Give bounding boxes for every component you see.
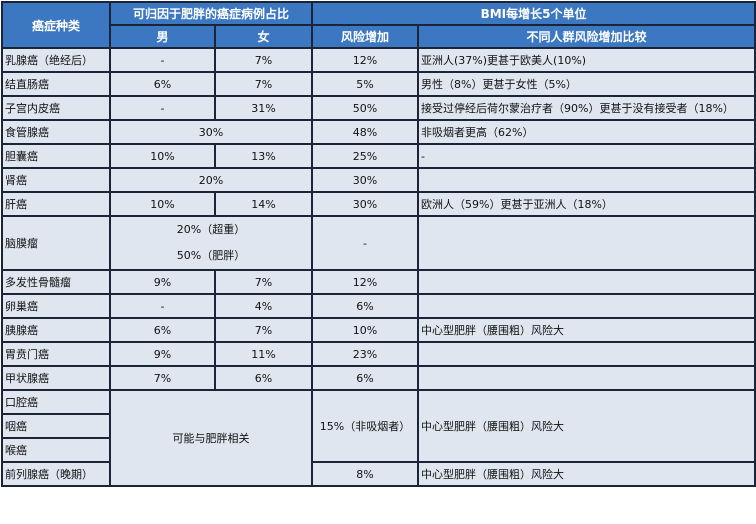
group-comparison: 男性（8%）更甚于女性（5%）	[417, 71, 756, 97]
header-female: 女	[213, 24, 314, 49]
female-share: 7%	[213, 71, 314, 97]
table-row: 肾癌 20% 30%	[1, 167, 756, 193]
share-line: 50%（肥胖）	[176, 249, 246, 262]
table-row: 多发性骨髓瘤 9% 7% 12%	[1, 269, 756, 295]
male-share: 10%	[109, 143, 216, 169]
risk-increase: 30%	[311, 191, 420, 217]
table-row: 卵巢癌 -4% 6%	[1, 293, 756, 319]
cancer-name: 子宫内皮癌	[1, 95, 111, 121]
risk-increase: 48%	[311, 119, 420, 145]
table-row: 胆囊癌 10% 13% 25% -	[1, 143, 756, 169]
cancer-name: 脑膜瘤	[1, 215, 111, 271]
header-risk: 风险增加	[311, 24, 420, 49]
female-share: 13%	[213, 143, 314, 169]
female-share: 31%	[213, 95, 314, 121]
female-share: 7%	[213, 47, 314, 73]
group-comparison: 欧洲人（59%）更甚于亚洲人（18%）	[417, 191, 756, 217]
cancer-name: 多发性骨髓瘤	[1, 269, 111, 295]
table-row: 咽癌	[1, 413, 755, 439]
risk-increase: 6%	[311, 365, 420, 391]
cancer-name: 结直肠癌	[1, 71, 111, 97]
male-share: 9%	[109, 269, 216, 295]
risk-increase: 30%	[311, 167, 420, 193]
risk-increase: 50%	[311, 95, 420, 121]
cancer-name: 乳腺癌（绝经后）	[1, 47, 111, 73]
header-comparison: 不同人群风险增加比较	[417, 24, 756, 49]
cancer-name: 胆囊癌	[1, 143, 111, 169]
cancer-name: 喉癌	[1, 437, 111, 463]
cancer-name: 胃贲门癌	[1, 341, 111, 367]
group-comparison: 中心型肥胖（腰围粗）风险大	[417, 389, 756, 463]
table-row: 肝癌 10% 14% 30% 欧洲人（59%）更甚于亚洲人（18%）	[1, 191, 756, 217]
risk-increase: 25%	[311, 143, 420, 169]
obesity-share-both: 30%	[108, 119, 314, 145]
group-comparison	[417, 293, 756, 319]
male-share: 6%	[109, 317, 216, 343]
group-comparison: 中心型肥胖（腰围粗）风险大	[417, 317, 756, 343]
male-share: 9%	[109, 341, 216, 367]
female-share: 7%	[213, 317, 314, 343]
male-share: -	[109, 95, 216, 121]
risk-increase: 5%	[311, 71, 420, 97]
header-bmi: BMI每增长5个单位	[311, 1, 756, 26]
obesity-share-both: 20%	[108, 167, 314, 193]
group-comparison: 非吸烟者更高（62%）	[417, 119, 756, 145]
header-cancer-type: 癌症种类	[1, 1, 111, 49]
male-share: 6%	[109, 71, 216, 97]
table-row: 子宫内皮癌 -31% 50% 接受过停经后荷尔蒙治疗者（90%）更甚于没有接受者（18…	[1, 95, 756, 121]
table-row: 结直肠癌 6% 7% 5% 男性（8%）更甚于女性（5%）	[1, 71, 756, 97]
share-line: 20%（超重）	[176, 223, 246, 236]
male-share: -	[109, 47, 216, 73]
male-share: 10%	[109, 191, 216, 217]
group-comparison: 接受过停经后荷尔蒙治疗者（90%）更甚于没有接受者（18%）	[417, 95, 756, 121]
group-comparison	[417, 269, 756, 295]
female-share: 7%	[213, 269, 314, 295]
table-row: 乳腺癌（绝经后） -7% 12% 亚洲人(37%)更甚于欧美人(10%)	[1, 47, 756, 73]
table-row: 口腔癌 可能与肥胖相关 15%（非吸烟者） 中心型肥胖（腰围粗）风险大	[1, 389, 756, 487]
risk-increase: 8%	[311, 461, 420, 487]
table-row: 喉癌	[1, 437, 755, 463]
male-share: 7%	[109, 365, 216, 391]
group-comparison: 亚洲人(37%)更甚于欧美人(10%)	[417, 47, 756, 73]
risk-increase: 12%	[311, 269, 420, 295]
female-share: 4%	[213, 293, 314, 319]
risk-increase: 12%	[311, 47, 420, 73]
male-share: -	[109, 293, 216, 319]
cancer-name: 前列腺癌（晚期）	[1, 461, 111, 487]
female-share: 6%	[213, 365, 314, 391]
group-comparison	[417, 341, 756, 367]
risk-increase: 6%	[311, 293, 420, 319]
cancer-name: 卵巢癌	[1, 293, 111, 319]
obesity-share-both: 可能与肥胖相关	[108, 389, 314, 487]
table-row: 脑膜瘤 20%（超重） 50%（肥胖） -	[1, 215, 756, 271]
table-row: 胃贲门癌 9% 11% 23%	[1, 341, 756, 367]
table-row: 胰腺癌 6% 7% 10% 中心型肥胖（腰围粗）风险大	[1, 317, 756, 343]
cancer-name: 食管腺癌	[1, 119, 111, 145]
cancer-name: 口腔癌	[1, 389, 111, 415]
female-share: 11%	[213, 341, 314, 367]
cancer-name: 肾癌	[1, 167, 111, 193]
female-share: 14%	[213, 191, 314, 217]
table-row: 前列腺癌（晚期） 8% 中心型肥胖（腰围粗）风险大	[1, 461, 756, 487]
cancer-name: 胰腺癌	[1, 317, 111, 343]
group-comparison	[417, 215, 756, 271]
risk-increase: 10%	[311, 317, 420, 343]
header-male: 男	[109, 24, 216, 49]
group-comparison: 中心型肥胖（腰围粗）风险大	[417, 461, 756, 487]
group-comparison	[417, 365, 756, 391]
group-comparison	[417, 167, 756, 193]
group-comparison: -	[417, 143, 756, 169]
cancer-name: 甲状腺癌	[1, 365, 111, 391]
cancer-name: 咽癌	[1, 413, 111, 439]
risk-increase: 23%	[311, 341, 420, 367]
table-row: 食管腺癌 30% 48% 非吸烟者更高（62%）	[1, 119, 756, 145]
header-obesity-share: 可归因于肥胖的癌症病例占比	[108, 1, 314, 26]
cancer-obesity-table: 癌症种类 可归因于肥胖的癌症病例占比 BMI每增长5个单位 男 女 风险增加 不…	[1, 1, 756, 487]
risk-increase: -	[311, 215, 420, 271]
cancer-name: 肝癌	[1, 191, 111, 217]
risk-increase: 15%（非吸烟者）	[311, 389, 420, 463]
table-row: 甲状腺癌 7% 6% 6%	[1, 365, 756, 391]
obesity-share-both: 20%（超重） 50%（肥胖）	[108, 215, 314, 271]
